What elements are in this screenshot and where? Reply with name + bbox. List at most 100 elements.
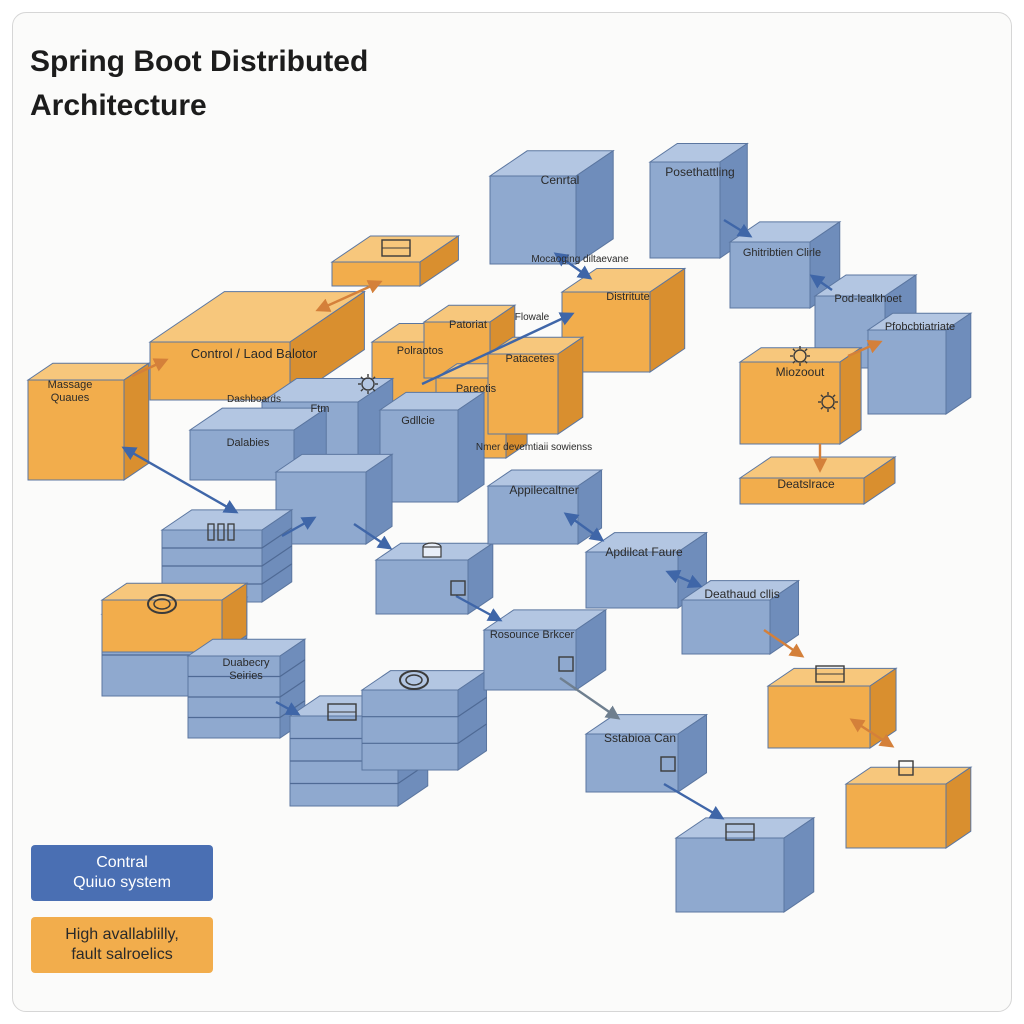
cluster-icon (358, 374, 378, 394)
dependency-label: Nmer devemtiaii sowienss (476, 442, 592, 453)
database-stack-label: Duabecry Seiries (222, 657, 270, 682)
blue-left-label: Dalabies (227, 437, 270, 449)
database-cluster-label: Deathaud cllis (704, 587, 779, 601)
orange-d-box-front (487, 353, 559, 435)
orange-d-label: Patacetes (506, 353, 555, 365)
cylinder-icon (422, 542, 442, 558)
arrow-broker-stateless (559, 677, 621, 720)
distributed-center-box (560, 267, 687, 373)
stateless-gateway-box-front (585, 733, 679, 793)
central-load-balancer-label: Control / Laod Balotor (191, 346, 318, 361)
gateway-node-box (374, 542, 495, 615)
controller-icon (381, 239, 411, 257)
stateless-gateway-label: Sstabioa Can (604, 731, 676, 745)
controller-icon-box (330, 235, 461, 287)
resource-broker-box (482, 608, 608, 691)
orange-d-box-side (557, 336, 584, 435)
bars-icon (207, 523, 235, 541)
messaging-label: Mocaoging diltaevane (531, 254, 629, 265)
db-cluster-icon (399, 670, 429, 690)
dashboard-label: Dashboards (227, 394, 281, 405)
load-balancer-box (148, 290, 367, 401)
message-queue-label: Massage Quaues (48, 379, 93, 404)
stateless-square-icon (660, 756, 676, 772)
central-top-box-front (489, 175, 577, 265)
orange-a-label: Polraotos (397, 345, 444, 357)
orange-d-box (486, 336, 585, 435)
microservice-box-front (739, 361, 841, 445)
spark-icon (790, 346, 810, 366)
diagram-title: Spring Boot Distributed Architecture (30, 45, 369, 122)
orange-util-box-front (845, 783, 947, 849)
gateway-node-box-front (375, 559, 469, 615)
microservice-label: Miozoout (776, 365, 825, 379)
boxes-layer (26, 142, 973, 913)
server-stack-b-box (360, 669, 489, 771)
arrow-stack-center (281, 516, 317, 538)
arrow-appgw-appflow (563, 512, 605, 542)
database-right-label: Deatslrace (777, 477, 835, 491)
message-queue-box (26, 362, 151, 481)
orange-util-box (844, 766, 973, 849)
arrow-dbstack-server (275, 700, 301, 716)
arrow-balancer-controller (315, 280, 383, 312)
blue-right-label: Gdllcie (401, 415, 435, 427)
blue-center-box (274, 453, 394, 545)
arrows-layer (121, 218, 895, 820)
legend-high-availability-label: High avallablilly, fault salroelics (65, 926, 179, 963)
pod-health-label: Pod-lealkhoet (834, 293, 901, 305)
probabilitate-label: Pfobcbtiatriate (885, 321, 955, 333)
legend-central-queue: Contral Quiuo system (31, 845, 213, 901)
arrow-micro-prob (847, 340, 883, 358)
gear-icon (818, 392, 838, 412)
resource-broker-label: Rosounce Brkcer (490, 629, 575, 641)
orange-b-label: Patoriat (449, 319, 487, 331)
ring-icon (147, 594, 177, 614)
distributed-center-label: Distritute (606, 291, 649, 303)
distributed-cache-label: Ghitribtien Clirle (743, 247, 821, 259)
microservice-box (738, 346, 863, 445)
microservice-box-side (839, 346, 862, 445)
orange-ring-top-box-front (101, 599, 223, 653)
app-gateway-box-front (487, 485, 579, 545)
distributed-cache-box-front (729, 241, 811, 309)
posthandling-label: Posethattling (665, 165, 734, 179)
arrow-orangeserver-util (849, 718, 895, 748)
arrow-center-distributed (421, 312, 575, 386)
orange-c-label: Pareotis (456, 383, 497, 395)
distributed-center-box-front (561, 291, 651, 373)
storage-stack-icon (725, 823, 755, 841)
database-cluster-box (680, 579, 801, 655)
posthandling-box-front (649, 161, 721, 259)
arrow-gateway-broker (455, 594, 503, 622)
arrow-center-gateway (353, 523, 393, 550)
central-top-box (488, 149, 615, 265)
arrow-dbcluster-orangeserver (763, 629, 805, 658)
blue-right-box-front (379, 409, 459, 503)
storage-node-box (674, 816, 816, 913)
arrow-stateless-storage (663, 782, 725, 820)
labels-layer: Cenrtal Posethattling Ghitribtien Clirle Po… (48, 165, 955, 841)
app-gateway-label: Appilecaltner (509, 483, 578, 497)
legend-central-queue-label: Contral Quiuo system (73, 854, 171, 891)
arrow-central-distributed (553, 252, 593, 280)
flowable-label: Flowale (515, 312, 550, 323)
blue-topmid-label: Ftm (311, 403, 330, 415)
server-stack-b-box-front (361, 689, 459, 771)
util-square-icon (898, 760, 914, 776)
load-balancer-box-front (149, 341, 291, 401)
node-square-icon (450, 580, 466, 596)
app-flow-box (584, 531, 709, 609)
app-flow-box-front (585, 551, 679, 609)
db-icon (327, 703, 357, 721)
arrow-cache-pod (809, 274, 833, 291)
orange-server-box-front (767, 685, 871, 749)
stateless-gateway-box (584, 713, 709, 793)
arrow-queue-balancer (131, 358, 169, 378)
arrow-appflow-dbcluster (665, 570, 703, 588)
arrow-queue-stack (121, 446, 239, 514)
storage-node-box-front (675, 837, 785, 913)
app-flow-label: Apdilcat Faure (605, 545, 683, 559)
blue-right-box (378, 391, 486, 503)
